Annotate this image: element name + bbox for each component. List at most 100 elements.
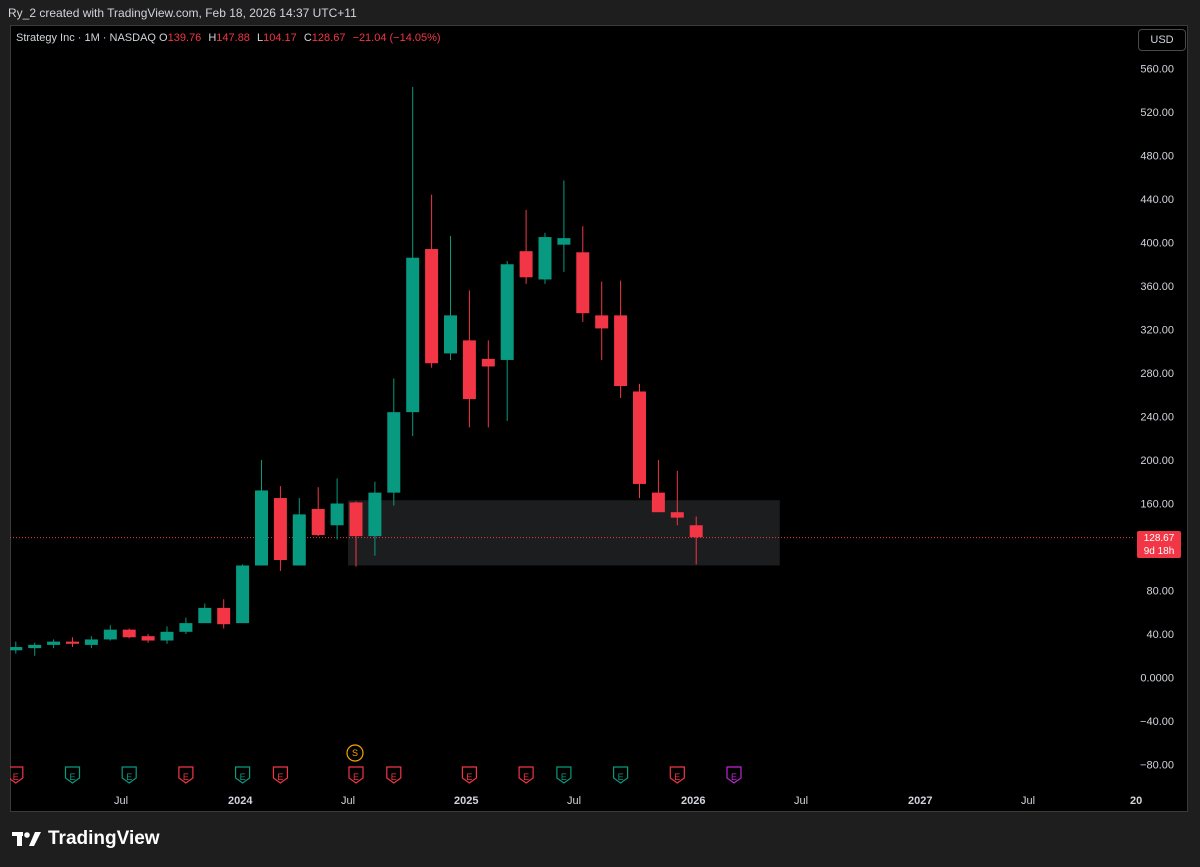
candle-body [538,237,552,280]
candle-body [614,315,628,387]
y-axis-tick-label: 160.00 [1140,499,1174,511]
candle-body [28,644,42,649]
candle-body [633,391,646,484]
x-axis-tick-label: 2027 [908,795,932,807]
candle-body [160,631,174,641]
earnings-marker-label: E [561,772,567,782]
earnings-marker [64,766,81,784]
currency-button[interactable]: USD [1138,29,1186,51]
candle-body [349,502,363,537]
y-axis-tick-label: 520.00 [1140,107,1174,119]
candle-body [670,512,684,518]
candle-body [141,636,155,641]
brand-name: TradingView [48,828,160,849]
earnings-marker [556,766,572,784]
y-axis-tick-label: 400.00 [1140,238,1174,250]
candle-body [103,629,117,640]
current-price-label: 128.67 9d 18h [1137,531,1181,558]
footer [0,813,1200,867]
candle-body [519,251,533,278]
candle-body [273,498,287,561]
earnings-marker-label: E [618,772,624,782]
earnings-marker [272,766,288,784]
y-axis-tick-label: 80.00 [1146,586,1174,598]
top-bar: Ry_2 created with TradingView.com, Feb 1… [0,0,1200,24]
y-axis-tick-label: 240.00 [1140,412,1174,424]
candle-body [292,514,306,566]
earnings-marker [461,766,477,784]
earnings-marker-label: E [126,772,132,782]
y-axis-tick-label: 320.00 [1140,325,1174,337]
chart-frame[interactable] [10,25,1188,812]
close-value: 128.67 [311,32,346,44]
x-axis-tick-label: Jul [567,795,581,807]
earnings-marker [348,766,364,784]
y-axis-tick-label: 440.00 [1140,194,1174,206]
earnings-marker-label: E [277,772,283,782]
y-axis-tick-label: 280.00 [1140,368,1174,380]
earnings-marker [10,766,24,784]
candle-body [122,629,136,638]
candle-body [689,525,703,538]
open-label: O [159,32,168,44]
candle-body [236,565,250,624]
y-axis-tick-label: 560.00 [1140,64,1174,76]
earnings-marker-label: E [731,772,737,782]
candle-body [387,412,401,493]
candle-body [311,508,325,536]
low-value: 104.17 [263,32,297,44]
candle-body [255,490,268,566]
y-axis-tick-label: 40.00 [1146,629,1174,641]
candle-body [66,641,79,644]
credit-text: Ry_2 created with TradingView.com, Feb 1… [8,6,357,20]
earnings-marker-label: E [466,772,472,782]
earnings-marker-label: E [523,772,529,782]
earnings-marker-label: E [353,772,359,782]
bar-countdown: 9d 18h [1143,546,1175,557]
candle-body [444,315,457,354]
tradingview-logo[interactable]: TradingView [12,828,160,850]
candle-body [84,639,98,645]
earnings-marker [518,766,534,784]
x-axis-tick-label: 2025 [454,795,478,807]
candle-body [500,264,514,360]
close-label: C [303,32,312,44]
candle-body [462,340,476,400]
candle-body [576,252,590,314]
candle-body [406,257,420,413]
x-axis-tick-label: Jul [794,795,808,807]
earnings-marker [613,766,629,784]
earnings-marker [235,766,251,784]
open-value: 139.76 [167,32,202,44]
earnings-marker-label: E [69,772,75,782]
tradingview-logo-icon [12,832,41,846]
high-value: 147.88 [216,32,250,44]
chart-canvas[interactable]: 560.00 520.00 480.00 440.00 400.00 360.00 320.… [10,25,1188,812]
symbol-name: Strategy Inc · 1M · NASDAQ [16,32,156,44]
dividend-marker [346,744,364,762]
y-axis-tick-label: 200.00 [1140,455,1174,467]
candle-body [425,249,439,364]
candle-body [651,492,665,513]
x-axis-tick-label: Jul [1021,795,1035,807]
high-label: H [208,32,217,44]
earnings-marker-label: E [13,772,19,782]
dividend-marker-label: S [352,748,358,758]
y-axis-tick-label: −40.00 [1140,716,1174,728]
y-axis-tick-label: 360.00 [1140,281,1174,293]
x-axis-tick-label: 2024 [228,795,253,807]
candle-body [217,607,231,625]
candle-body [595,315,609,329]
earnings-marker [726,766,742,784]
candle-body [557,238,571,245]
earnings-marker [386,766,402,784]
earnings-marker-label: E [240,772,246,782]
earnings-marker-label: E [674,772,680,782]
x-axis-tick-label: Jul [114,795,128,807]
earnings-marker-label: E [183,772,189,782]
y-axis-tick-label: 480.00 [1140,151,1174,163]
symbol-legend: Strategy Inc · 1M · NASDAQ O139.76 H147.… [16,32,441,44]
candle-body [481,358,495,367]
candle-body [47,641,61,645]
low-label: L [257,32,264,44]
